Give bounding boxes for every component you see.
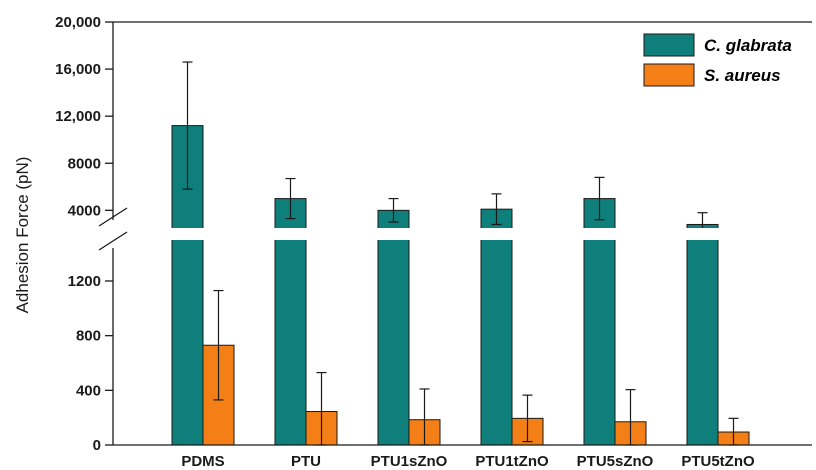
x-tick-label-PTU5sZnO: PTU5sZnO (577, 453, 654, 470)
y-tick-upper-12000-label: 12,000 (55, 108, 101, 125)
y-tick-upper-8000-label: 8000 (68, 155, 101, 172)
error-bar-PTU5sZnO-series-0 (594, 176, 605, 221)
bar-PTU1sZnO-series-0 (377, 209, 410, 446)
y-tick-upper-20000-label: 20,000 (55, 14, 101, 31)
y-axis-title: Adhesion Force (pN) (13, 157, 32, 314)
y-tick-lower-800-label: 800 (76, 328, 101, 345)
error-bars-layer (182, 61, 739, 446)
bars-layer (171, 125, 750, 446)
axes-layer: PDMS PTU PTU1sZnO PTU1tZnO PTU5sZnO PTU5tZnO 4… (55, 14, 812, 470)
error-bar-PTU1sZnO-series-0 (388, 197, 399, 223)
bar-PTU1tZnO-series-0 (480, 208, 513, 446)
axis-break-gap (114, 228, 813, 240)
y-tick-upper-16000-label: 16,000 (55, 61, 101, 78)
error-bar-PTU1tZnO-series-0 (491, 193, 502, 226)
legend-swatch-series-0 (643, 33, 695, 57)
y-tick-lower-0-label: 0 (93, 437, 101, 454)
x-tick-label-PTU: PTU (291, 453, 321, 470)
legend: C. glabrata S. aureus (643, 33, 792, 87)
y-tick-lower-1200-label: 1200 (68, 273, 101, 290)
y-tick-lower-400-label: 400 (76, 382, 101, 399)
legend-label-series-1: S. aureus (704, 66, 781, 85)
x-tick-label-PTU1tZnO: PTU1tZnO (475, 453, 549, 470)
y-tick-upper-4000-label: 4000 (68, 202, 101, 219)
legend-swatch-series-1 (643, 63, 695, 87)
bar-PTU5tZnO-series-0 (686, 223, 719, 446)
axis-break-mark-bottom (98, 231, 128, 251)
x-tick-label-PTU1sZnO: PTU1sZnO (371, 453, 448, 470)
error-bar-PTU-series-0 (285, 177, 296, 220)
legend-label-series-0: C. glabrata (704, 36, 792, 55)
x-tick-label-PTU5tZnO: PTU5tZnO (681, 453, 755, 470)
error-bar-PTU1tZnO-series-1 (522, 394, 533, 443)
x-tick-label-PDMS: PDMS (181, 453, 224, 470)
error-bar-PDMS-series-0 (182, 61, 193, 190)
error-bar-PDMS-series-1 (213, 289, 224, 401)
